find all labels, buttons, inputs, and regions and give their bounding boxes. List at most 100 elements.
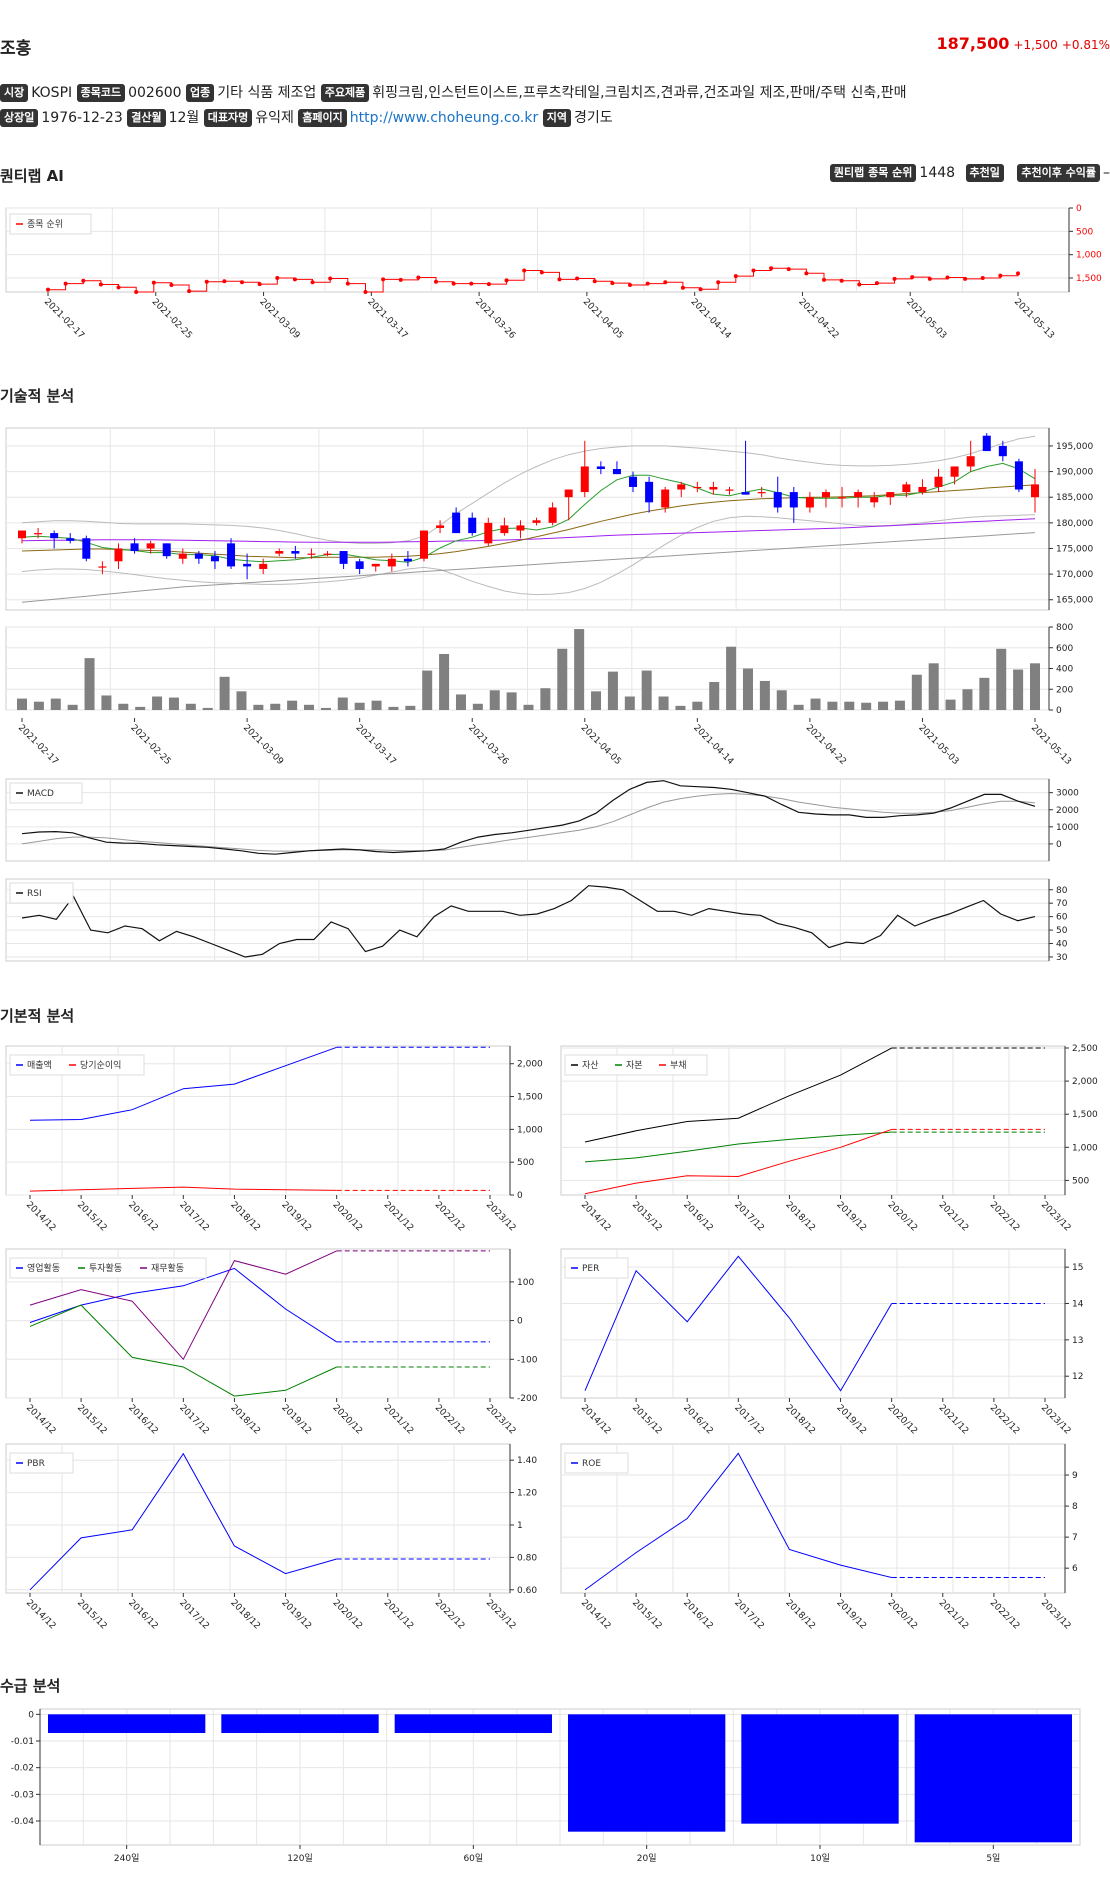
x-tick-label: 2021/12 bbox=[382, 1200, 416, 1234]
rank-point bbox=[151, 280, 156, 285]
x-tick-label: 2017/12 bbox=[177, 1598, 211, 1632]
candle-body bbox=[468, 517, 477, 534]
x-tick-label: 2015/12 bbox=[75, 1598, 109, 1632]
candle-body bbox=[789, 492, 798, 508]
series-line bbox=[29, 1250, 337, 1361]
volume-bar bbox=[202, 707, 213, 710]
candle-body bbox=[612, 469, 621, 475]
x-tick-label: 2016/12 bbox=[126, 1403, 160, 1437]
x-tick-label: 2020/12 bbox=[331, 1403, 365, 1437]
x-tick-label: 2021-04-22 bbox=[804, 723, 848, 767]
x-tick-label: 2015/12 bbox=[630, 1403, 664, 1437]
bb_lower-line bbox=[21, 514, 1036, 596]
rank-point bbox=[733, 274, 738, 279]
legend-label: 자본 bbox=[626, 1060, 643, 1071]
x-tick-label: 2021/12 bbox=[382, 1403, 416, 1437]
y-tick-label: 0 bbox=[517, 1317, 523, 1327]
candle-body bbox=[323, 553, 332, 555]
candle-body bbox=[500, 525, 509, 534]
supply-bar bbox=[568, 1714, 726, 1832]
supply-bar bbox=[221, 1714, 379, 1733]
volume-bar bbox=[337, 697, 348, 710]
x-tick-label: 20일 bbox=[637, 1853, 657, 1864]
y-tick-label: 195,000 bbox=[1056, 442, 1093, 452]
x-tick-label: 2020/12 bbox=[331, 1598, 365, 1632]
x-tick-label: 60일 bbox=[463, 1853, 483, 1864]
volume-bar bbox=[996, 648, 1007, 710]
y-tick-label: 12 bbox=[1072, 1372, 1083, 1382]
x-tick-label: 2018/12 bbox=[228, 1403, 262, 1437]
x-tick-label: 2023/12 bbox=[1039, 1200, 1073, 1234]
volume-bar bbox=[658, 696, 669, 710]
rank-point bbox=[680, 285, 685, 290]
rank-point bbox=[116, 285, 121, 290]
volume-bar bbox=[1030, 663, 1040, 710]
rank-point bbox=[169, 283, 174, 287]
volume-bar bbox=[793, 704, 804, 710]
volume-bar bbox=[962, 689, 973, 710]
signal-line bbox=[21, 792, 1036, 852]
volume-bar bbox=[118, 703, 129, 710]
rank-tag: 퀀티랩 종목 순위 bbox=[829, 164, 917, 182]
candle-body bbox=[838, 497, 847, 499]
x-tick-label: 2021-03-09 bbox=[241, 723, 285, 767]
rank-point bbox=[63, 281, 68, 286]
legend-box bbox=[564, 1257, 629, 1279]
volume-bar bbox=[489, 690, 500, 710]
candle-body bbox=[548, 507, 557, 523]
y-tick-label: 0 bbox=[1056, 840, 1062, 850]
price-change: +1,500 bbox=[1013, 38, 1058, 52]
y-tick-label: 600 bbox=[1056, 644, 1073, 654]
y-tick-label: 200 bbox=[1056, 685, 1073, 695]
series-line bbox=[29, 1046, 337, 1121]
rank-point bbox=[310, 280, 315, 285]
supply-bar bbox=[914, 1714, 1072, 1843]
candle-body bbox=[886, 492, 895, 498]
market-value: KOSPI bbox=[31, 85, 73, 101]
rank-point bbox=[98, 282, 103, 287]
rank-point bbox=[46, 287, 50, 292]
rank-point bbox=[522, 268, 527, 273]
x-tick-label: 2019/12 bbox=[834, 1403, 868, 1437]
rank-point bbox=[910, 275, 915, 280]
products-value: 휘핑크림,인스턴트이스트,프루츠칵테일,크림치즈,견과류,건조과일 제조,판매/… bbox=[372, 85, 907, 101]
x-tick-label: 2016/12 bbox=[681, 1598, 715, 1632]
y-tick-label: 800 bbox=[1056, 623, 1073, 633]
volume-bar bbox=[185, 703, 196, 710]
ma20-line bbox=[21, 484, 1036, 559]
volume-bar bbox=[911, 674, 922, 710]
volume-bar bbox=[236, 691, 247, 710]
macd-chart: 0 1000 2000 3000 MACD bbox=[5, 778, 1079, 862]
rank-point bbox=[275, 276, 280, 280]
candle-body bbox=[629, 476, 638, 487]
x-tick-label: 2021-03-17 bbox=[365, 297, 409, 341]
x-tick-label: 240일 bbox=[114, 1853, 139, 1864]
rsi-line bbox=[21, 885, 1036, 958]
rank-point bbox=[469, 281, 474, 286]
x-tick-label: 2016/12 bbox=[126, 1598, 160, 1632]
rank-point bbox=[398, 277, 403, 282]
homepage-tag: 홈페이지 bbox=[298, 109, 347, 127]
series-line bbox=[584, 1131, 892, 1163]
candle-body bbox=[355, 561, 364, 569]
rank-point bbox=[240, 280, 244, 285]
candle-body bbox=[339, 551, 348, 564]
legend-label: 영업활동 bbox=[27, 1262, 60, 1274]
legend-box bbox=[9, 1054, 145, 1076]
candle-body bbox=[275, 551, 284, 554]
y-tick-label: 7 bbox=[1072, 1533, 1078, 1543]
x-tick-label: 2021-03-26 bbox=[473, 297, 517, 341]
y-tick-label: 70 bbox=[1056, 899, 1068, 909]
y-tick-label: -100 bbox=[517, 1355, 538, 1365]
y-tick-label: 1,000 bbox=[1076, 251, 1102, 261]
legend-box bbox=[564, 1452, 629, 1474]
legend-box bbox=[9, 882, 74, 904]
cashflow-chart: -200 -100 0 100 2014/12 2015/12 2016/12 2017/12… bbox=[5, 1248, 538, 1437]
volume-bar bbox=[557, 648, 568, 710]
legend-label: 자산 bbox=[582, 1060, 599, 1071]
y-tick-label: 1,000 bbox=[517, 1125, 543, 1135]
series-line bbox=[29, 1267, 337, 1343]
homepage-link[interactable]: http://www.choheung.co.kr bbox=[349, 110, 539, 126]
y-tick-label: 175,000 bbox=[1056, 544, 1093, 554]
legend-label: MACD bbox=[27, 789, 54, 799]
